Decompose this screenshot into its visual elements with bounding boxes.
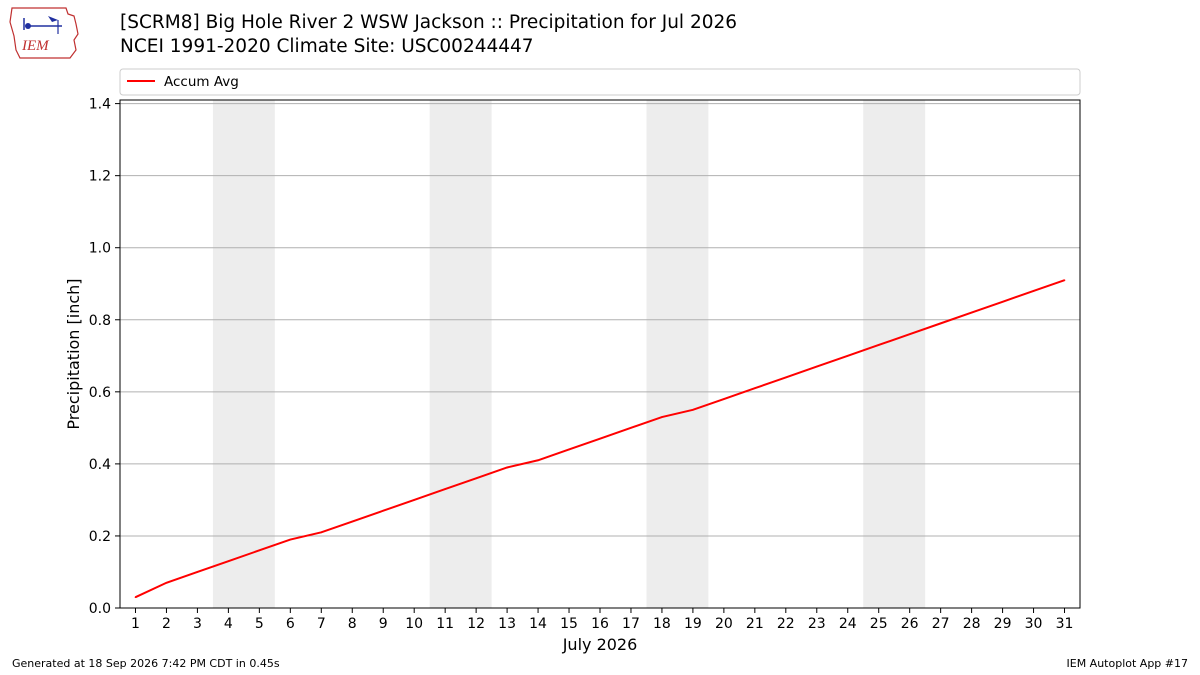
data-point xyxy=(382,509,385,512)
generated-timestamp: Generated at 18 Sep 2026 7:42 PM CDT in … xyxy=(12,657,280,670)
y-axis-label: Precipitation [inch] xyxy=(64,278,83,429)
x-tick-label: 19 xyxy=(684,616,702,632)
x-tick-label: 23 xyxy=(808,616,826,632)
data-point xyxy=(630,427,632,429)
x-tick-label: 27 xyxy=(932,616,950,632)
data-point xyxy=(1063,279,1066,281)
x-tick-label: 25 xyxy=(870,616,888,632)
y-tick-label: 0.4 xyxy=(89,457,111,473)
x-tick-label: 20 xyxy=(715,616,733,632)
x-tick-label: 31 xyxy=(1056,616,1074,632)
data-point xyxy=(661,416,663,418)
data-point xyxy=(1032,290,1035,292)
data-point xyxy=(692,409,694,411)
x-tick-label: 13 xyxy=(498,616,516,632)
y-tick-label: 0.6 xyxy=(89,385,111,401)
data-point xyxy=(568,448,570,451)
iem-logo: IEM xyxy=(9,7,79,59)
x-tick-label: 22 xyxy=(777,616,795,632)
x-tick-label: 14 xyxy=(529,616,547,632)
data-point xyxy=(877,344,880,346)
x-tick-label: 26 xyxy=(901,616,919,632)
data-point xyxy=(537,459,539,462)
data-point xyxy=(413,499,415,501)
x-tick-label: 16 xyxy=(591,616,609,632)
x-tick-label: 15 xyxy=(560,616,578,632)
data-point xyxy=(134,596,137,598)
x-tick-label: 29 xyxy=(994,616,1012,632)
data-point xyxy=(227,560,230,562)
logo-text: IEM xyxy=(21,38,50,54)
data-point xyxy=(1001,300,1004,303)
data-point xyxy=(970,311,973,314)
data-point xyxy=(320,531,323,534)
x-tick-label: 18 xyxy=(653,616,671,632)
data-point xyxy=(785,376,787,379)
autoplot-app-label: IEM Autoplot App #17 xyxy=(1066,657,1189,670)
data-point xyxy=(908,333,911,335)
x-tick-label: 28 xyxy=(963,616,981,632)
x-tick-label: 4 xyxy=(224,616,233,632)
data-point xyxy=(723,398,725,400)
data-point xyxy=(939,322,942,325)
data-point xyxy=(475,477,477,480)
plot-frame xyxy=(119,99,1081,609)
legend-label: Accum Avg xyxy=(164,74,239,90)
x-tick-label: 10 xyxy=(405,616,423,632)
data-point xyxy=(289,538,292,541)
y-tick-label: 1.2 xyxy=(89,169,111,185)
y-tick-label: 0.8 xyxy=(89,313,111,329)
weekend-shade xyxy=(212,100,275,608)
x-tick-label: 3 xyxy=(193,616,202,632)
x-tick-label: 17 xyxy=(622,616,640,632)
chart-subtitle: NCEI 1991-2020 Climate Site: USC00244447 xyxy=(120,36,534,57)
x-tick-label: 8 xyxy=(348,616,357,632)
y-tick-label: 1.4 xyxy=(89,97,111,113)
x-tick-label: 21 xyxy=(746,616,764,632)
x-tick-label: 9 xyxy=(379,616,388,632)
x-tick-label: 11 xyxy=(436,616,454,632)
data-point xyxy=(444,488,446,490)
data-point xyxy=(196,571,199,573)
data-point xyxy=(815,365,818,368)
x-axis-label: July 2026 xyxy=(562,635,638,654)
data-point xyxy=(351,520,354,523)
data-point xyxy=(258,549,261,552)
data-point xyxy=(506,466,508,469)
data-point xyxy=(846,355,849,357)
data-point xyxy=(165,581,168,584)
x-tick-label: 30 xyxy=(1025,616,1043,632)
y-tick-label: 1.0 xyxy=(89,241,111,257)
y-tick-label: 0.2 xyxy=(89,529,111,545)
x-tick-label: 5 xyxy=(255,616,264,632)
y-tick-label: 0.0 xyxy=(89,601,111,617)
chart-title: [SCRM8] Big Hole River 2 WSW Jackson :: … xyxy=(120,12,738,33)
legend-box xyxy=(119,68,1081,96)
x-tick-label: 12 xyxy=(467,616,485,632)
weekend-shade xyxy=(863,100,926,608)
x-tick-label: 24 xyxy=(839,616,857,632)
weekend-shade xyxy=(646,100,709,608)
x-tick-label: 7 xyxy=(317,616,326,632)
data-point xyxy=(599,437,601,440)
x-tick-label: 1 xyxy=(131,616,140,632)
data-point xyxy=(754,387,756,390)
x-tick-label: 6 xyxy=(286,616,295,632)
x-tick-label: 2 xyxy=(162,616,171,632)
weekend-shade xyxy=(429,100,492,608)
